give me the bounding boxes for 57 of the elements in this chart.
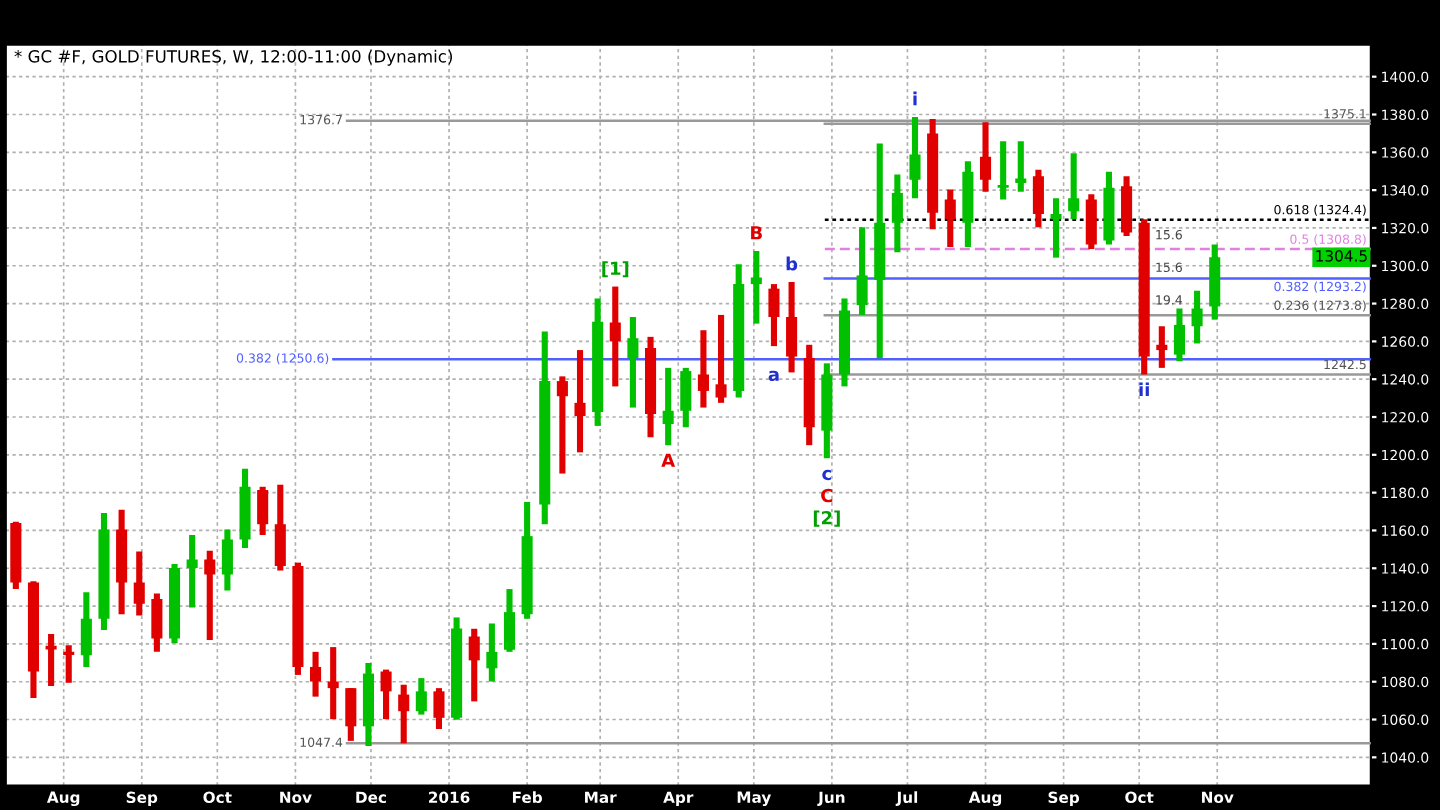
candlestick xyxy=(1015,141,1027,192)
candlestick xyxy=(327,647,339,720)
candlestick xyxy=(856,227,868,315)
candlestick xyxy=(204,550,216,640)
candlestick xyxy=(662,367,674,446)
candlestick xyxy=(944,189,956,248)
candlestick xyxy=(468,628,480,702)
candlestick xyxy=(380,669,392,720)
candlestick xyxy=(398,684,410,744)
candlestick xyxy=(151,593,163,652)
candlestick xyxy=(680,367,692,428)
candlestick xyxy=(786,282,798,373)
candlestick xyxy=(1032,169,1044,228)
candlestick xyxy=(257,486,269,535)
candlestick xyxy=(1068,153,1080,220)
candlestick xyxy=(1173,308,1185,362)
candlestick xyxy=(750,251,762,324)
annotation: [1] xyxy=(602,261,629,278)
candlestick xyxy=(997,141,1009,200)
candlestick xyxy=(556,376,568,474)
candlestick xyxy=(186,534,198,608)
candlestick xyxy=(45,633,57,687)
candlestick xyxy=(1156,326,1168,368)
candlestick xyxy=(503,589,516,652)
candlestick xyxy=(627,317,639,408)
annotation: c xyxy=(822,469,831,481)
annotation: i xyxy=(913,91,917,106)
candlestick xyxy=(80,592,92,667)
candlestick xyxy=(909,116,921,199)
annotation: B xyxy=(751,226,762,240)
annotation: a xyxy=(768,370,779,382)
candlestick xyxy=(1191,290,1203,344)
candlestick xyxy=(345,688,357,741)
annotation: [2] xyxy=(813,510,840,527)
candlestick xyxy=(979,122,992,192)
candlestick xyxy=(433,688,445,729)
candlestick xyxy=(63,645,75,683)
candlestick xyxy=(609,286,621,387)
candlestick xyxy=(221,529,233,591)
annotation: C xyxy=(821,488,833,503)
candlestick xyxy=(768,284,780,347)
candlestick xyxy=(715,314,727,403)
candlestick xyxy=(1085,194,1097,249)
candlestick xyxy=(415,678,427,715)
candlestick xyxy=(697,330,709,408)
chart-title: * GC #F, GOLD FUTURES, W, 12:00-11:00 (Dynamic) xyxy=(14,49,452,66)
candlestick xyxy=(310,651,322,697)
candlestick xyxy=(486,623,498,682)
candlestick xyxy=(274,484,286,571)
annotation: b xyxy=(786,256,798,271)
candlestick xyxy=(574,350,586,453)
candlestick xyxy=(1121,176,1133,236)
annotation: A xyxy=(661,453,676,467)
candlestick xyxy=(891,174,903,253)
candlestick xyxy=(133,551,145,616)
annotation: ii xyxy=(1139,382,1149,397)
candlestick xyxy=(1050,198,1062,258)
